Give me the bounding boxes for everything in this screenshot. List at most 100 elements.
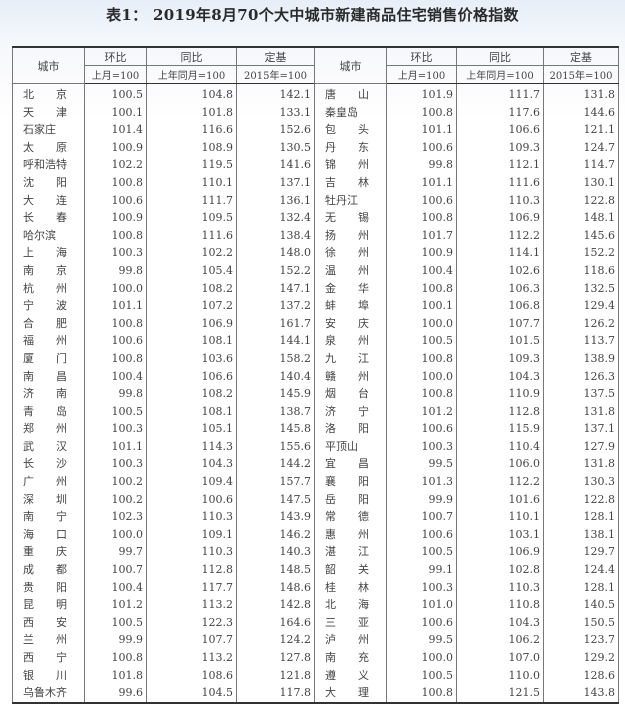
header-city-left: 城市 [12,46,85,84]
left-city-cell: 济 南 [12,385,85,403]
left-mom-index-cell: 100.9 [84,138,147,157]
table-row: 广 州 100.2 109.4 157.7 襄 阳 101.3 112.2 130.3 [12,473,619,491]
right-base-index-cell: 131.8 [543,402,619,421]
left-mom-index-cell: 99.9 [84,631,147,649]
header-yoy-left: 同比 [146,46,237,66]
left-base-index-cell: 140.3 [236,543,315,562]
left-city-cell: 重 庆 [12,543,85,562]
right-city-cell: 三 亚 [314,613,387,632]
header-yoy-sub-left: 上年同月=100 [146,65,237,84]
header-mom-right: 环比 [386,46,457,66]
right-city-cell: 锦 州 [314,156,387,174]
left-mom-index-cell: 100.5 [84,402,147,421]
left-city-cell: 上 海 [12,244,85,262]
left-yoy-index-cell: 111.7 [146,191,237,210]
right-yoy-index-cell: 114.1 [456,244,544,262]
left-mom-index-cell: 101.1 [84,297,147,315]
left-city-cell: 西 安 [12,613,85,632]
right-city-cell: 秦皇岛 [314,103,387,122]
left-yoy-index-cell: 110.3 [146,543,237,562]
header-base-sub-left: 2015年=100 [236,65,315,84]
right-mom-index-cell: 100.6 [386,420,457,438]
left-city-cell: 福 州 [12,332,85,350]
right-city-cell: 烟 台 [314,385,387,403]
right-mom-index-cell: 100.1 [386,297,457,315]
right-yoy-index-cell: 111.7 [456,83,544,104]
right-city-cell: 桂 林 [314,578,387,597]
left-city-cell: 海 口 [12,525,85,544]
right-base-index-cell: 122.8 [543,490,619,509]
left-city-cell: 长 春 [12,209,85,227]
right-base-index-cell: 138.9 [543,349,619,368]
right-city-cell: 平顶山 [314,437,387,456]
right-mom-index-cell: 100.6 [386,191,457,210]
left-mom-index-cell: 100.2 [84,473,147,491]
left-mom-index-cell: 100.4 [84,578,147,597]
right-yoy-index-cell: 106.9 [456,209,544,227]
right-yoy-index-cell: 110.0 [456,666,544,685]
left-base-index-cell: 121.8 [236,666,315,685]
left-mom-index-cell: 99.8 [84,261,147,280]
right-base-index-cell: 124.4 [543,561,619,579]
table-row: 成 都 100.7 112.8 148.5 韶 关 99.1 102.8 124.4 [12,561,619,579]
right-yoy-index-cell: 106.0 [456,455,544,474]
right-city-cell: 惠 州 [314,525,387,544]
table-row: 银 川 101.8 108.6 121.8 遵 义 100.5 110.0 128.6 [12,666,619,685]
right-mom-index-cell: 101.1 [386,173,457,192]
left-yoy-index-cell: 116.6 [146,121,237,139]
right-yoy-index-cell: 107.7 [456,314,544,333]
right-yoy-index-cell: 110.9 [456,385,544,403]
left-city-cell: 青 岛 [12,402,85,421]
left-yoy-index-cell: 104.8 [146,83,237,104]
left-city-cell: 乌鲁木齐 [12,684,85,703]
left-yoy-index-cell: 110.3 [146,508,237,526]
right-mom-index-cell: 101.1 [386,121,457,139]
table-row: 兰 州 99.9 107.7 124.2 泸 州 99.5 106.2 123.7 [12,631,619,649]
left-base-index-cell: 145.9 [236,385,315,403]
right-yoy-index-cell: 112.1 [456,156,544,174]
left-yoy-index-cell: 113.2 [146,596,237,614]
right-yoy-index-cell: 110.4 [456,437,544,456]
left-yoy-index-cell: 100.6 [146,490,237,509]
right-yoy-index-cell: 115.9 [456,420,544,438]
left-city-cell: 武 汉 [12,437,85,456]
header-base-right: 定基 [543,46,619,66]
table-row: 西 宁 100.8 113.2 127.8 南 充 100.0 107.0 129.2 [12,649,619,667]
right-base-index-cell: 137.1 [543,420,619,438]
left-mom-index-cell: 100.0 [84,525,147,544]
left-yoy-index-cell: 109.5 [146,209,237,227]
right-mom-index-cell: 100.3 [386,578,457,597]
right-base-index-cell: 131.8 [543,455,619,474]
right-city-cell: 唐 山 [314,83,387,104]
right-mom-index-cell: 100.5 [386,543,457,562]
left-city-cell: 昆 明 [12,596,85,614]
left-yoy-index-cell: 102.2 [146,244,237,262]
right-base-index-cell: 128.1 [543,508,619,526]
left-mom-index-cell: 100.8 [84,649,147,667]
table-row: 长 春 100.9 109.5 132.4 无 锡 100.8 106.9 148.1 [12,209,619,227]
left-base-index-cell: 147.5 [236,490,315,509]
left-yoy-index-cell: 108.1 [146,402,237,421]
table-row: 乌鲁木齐 99.6 104.5 117.8 大 理 100.8 121.5 143.8 [12,684,619,703]
left-base-index-cell: 148.5 [236,561,315,579]
right-mom-index-cell: 100.4 [386,261,457,280]
right-city-cell: 大 理 [314,684,387,703]
left-city-cell: 呼和浩特 [12,156,85,174]
right-mom-index-cell: 99.8 [386,156,457,174]
left-mom-index-cell: 101.1 [84,437,147,456]
left-city-cell: 广 州 [12,473,85,491]
right-mom-index-cell: 100.8 [386,385,457,403]
right-city-cell: 韶 关 [314,561,387,579]
right-mom-index-cell: 100.7 [386,508,457,526]
left-base-index-cell: 158.2 [236,349,315,368]
table-row: 厦 门 100.8 103.6 158.2 九 江 100.8 109.3 138.9 [12,349,619,368]
table-row: 青 岛 100.5 108.1 138.7 济 宁 101.2 112.8 131.8 [12,402,619,421]
left-base-index-cell: 137.2 [236,297,315,315]
left-base-index-cell: 133.1 [236,103,315,122]
right-mom-index-cell: 100.5 [386,666,457,685]
left-city-cell: 郑 州 [12,420,85,438]
right-yoy-index-cell: 107.0 [456,649,544,667]
right-mom-index-cell: 100.8 [386,209,457,227]
right-city-cell: 金 华 [314,279,387,298]
left-city-cell: 西 宁 [12,649,85,667]
